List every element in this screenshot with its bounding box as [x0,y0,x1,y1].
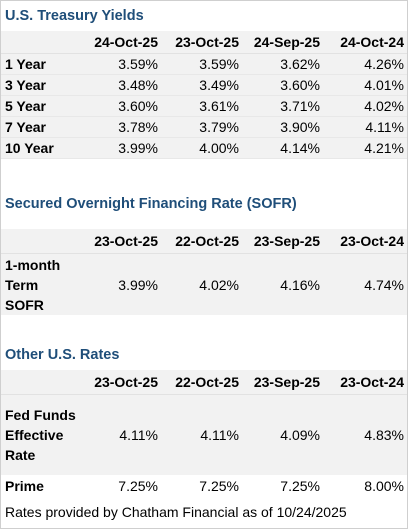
table-cell: 3.99% [81,137,161,159]
table-cell: 4.02% [161,253,242,315]
table-cell: 4.00% [161,137,242,159]
table-cell: 3.49% [161,74,242,96]
table-cell: 7.25% [199,478,239,494]
header-blank [1,31,81,54]
table-header-row: 23-Oct-25 22-Oct-25 23-Sep-25 23-Oct-24 [1,370,407,395]
table-cell: 3.71% [242,95,323,117]
table-cell: 4.83% [323,394,407,475]
table-cell: 3.60% [81,95,161,117]
sofr-title: Secured Overnight Financing Rate (SOFR) [1,189,407,219]
treasury-title: U.S. Treasury Yields [1,1,407,31]
table-row: 10 Year 3.99% 4.00% 4.14% 4.21% [1,137,407,159]
table-header-row: 23-Oct-25 22-Oct-25 23-Sep-25 23-Oct-24 [1,229,407,254]
table-row: 5 Year 3.60% 3.61% 3.71% 4.02% [1,95,407,117]
table-cell: 3.90% [242,116,323,138]
column-header: 23-Oct-25 [81,370,161,395]
table-cell: 4.14% [242,137,323,159]
column-header: 23-Sep-25 [242,370,323,395]
table-cell: 3.79% [161,116,242,138]
table-cell: 4.11% [161,394,242,475]
column-header: 23-Oct-25 [161,31,242,54]
table-cell: 7.25% [280,478,320,494]
column-header: 24-Sep-25 [242,31,323,54]
table-header-row: 24-Oct-25 23-Oct-25 24-Sep-25 24-Oct-24 [1,31,407,54]
table-cell: 3.59% [81,53,161,75]
table-cell: 4.01% [323,74,407,96]
row-label: 10 Year [1,137,81,159]
column-header: 23-Oct-24 [323,229,407,254]
row-label: 1-month Term SOFR [1,253,81,315]
table-cell: 4.11% [323,116,407,138]
other-rates-table: 23-Oct-25 22-Oct-25 23-Sep-25 23-Oct-24 … [1,370,407,497]
table-cell: 8.00% [364,478,404,494]
table-cell: 4.11% [81,394,161,475]
table-cell: 4.02% [323,95,407,117]
table-row: Prime 7.25% 7.25% 7.25% 8.00% [1,475,407,497]
column-header: 22-Oct-25 [161,229,242,254]
table-row: Fed Funds Effective Rate 4.11% 4.11% 4.0… [1,394,407,475]
table-cell: 4.09% [242,394,323,475]
row-label: Fed Funds Effective Rate [1,394,81,475]
table-row: 3 Year 3.48% 3.49% 3.60% 4.01% [1,74,407,96]
table-cell: 3.48% [81,74,161,96]
column-header: 24-Oct-25 [81,31,161,54]
table-cell: 3.99% [81,253,161,315]
row-label: 5 Year [1,95,81,117]
table-row: 1 Year 3.59% 3.59% 3.62% 4.26% [1,53,407,75]
column-header: 22-Oct-25 [161,370,242,395]
other-rates-title: Other U.S. Rates [1,340,407,370]
table-cell: 3.61% [161,95,242,117]
table-cell: 4.16% [242,253,323,315]
row-label: Prime [5,478,44,494]
column-header: 23-Sep-25 [242,229,323,254]
table-row: 7 Year 3.78% 3.79% 3.90% 4.11% [1,116,407,138]
header-blank [1,370,81,395]
column-header: 23-Oct-25 [81,229,161,254]
table-cell: 3.78% [81,116,161,138]
table-row: 1-month Term SOFR 3.99% 4.02% 4.16% 4.74… [1,253,407,315]
treasury-table: 24-Oct-25 23-Oct-25 24-Sep-25 24-Oct-24 … [1,31,407,159]
header-blank [1,229,81,254]
row-label: 7 Year [1,116,81,138]
row-label: 1 Year [1,53,81,75]
sofr-table: 23-Oct-25 22-Oct-25 23-Sep-25 23-Oct-24 … [1,229,407,315]
column-header: 24-Oct-24 [323,31,407,54]
table-cell: 3.60% [242,74,323,96]
table-cell: 4.21% [323,137,407,159]
table-cell: 7.25% [118,478,158,494]
table-cell: 4.26% [323,53,407,75]
source-footnote: Rates provided by Chatham Financial as o… [5,504,347,520]
table-cell: 3.62% [242,53,323,75]
table-cell: 3.59% [161,53,242,75]
table-cell: 4.74% [323,253,407,315]
column-header: 23-Oct-24 [323,370,407,395]
row-label: 3 Year [1,74,81,96]
